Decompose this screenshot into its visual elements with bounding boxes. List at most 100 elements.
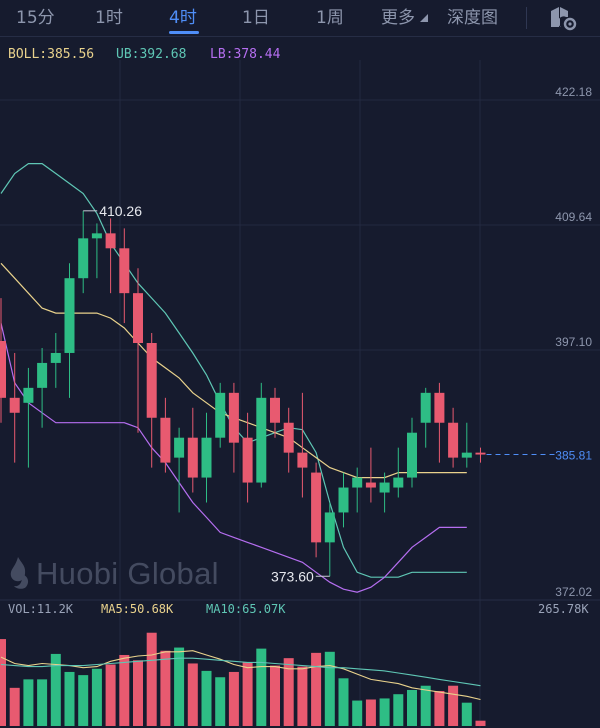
candle-body <box>91 233 102 239</box>
volume-bar <box>174 647 185 726</box>
candle-body <box>461 452 472 458</box>
candle-body <box>133 293 143 343</box>
volume-bar <box>365 699 376 726</box>
volume-bar <box>215 677 226 726</box>
tab-more-label: 更多 <box>381 8 415 28</box>
volume-bar <box>434 691 445 726</box>
active-tab-indicator <box>169 31 199 34</box>
volume-bar <box>91 668 102 726</box>
volume-max-label: 265.78K <box>538 602 589 616</box>
volume-bar <box>105 664 116 726</box>
timeframe-tabbar: 15分 1时 4时 1日 1周 更多 深度图 <box>0 0 600 37</box>
tab-1week[interactable]: 1周 <box>316 8 344 28</box>
volume-bar <box>146 632 157 726</box>
candle-body <box>365 482 376 488</box>
watermark-huobi-global: Huobi Global <box>36 556 219 591</box>
volume-bar <box>160 650 171 726</box>
volume-bar <box>448 685 459 726</box>
volume-bar <box>119 654 130 726</box>
volume-bar <box>256 648 267 726</box>
volume-bar <box>420 685 431 726</box>
candlestick-chart[interactable]: 422.18 409.64 397.10 372.02 385.81 410.26 373.… <box>0 36 600 728</box>
volume-bar <box>461 702 472 726</box>
volume-bar <box>0 639 6 726</box>
candle-body <box>256 397 267 483</box>
volume-bar <box>37 679 48 726</box>
volume-ma5-value: MA5:50.68K <box>101 602 174 616</box>
candle-body <box>119 248 130 294</box>
boll-value: BOLL:385.56 <box>8 47 95 62</box>
volume-bar <box>242 662 253 726</box>
candle-body <box>0 341 6 398</box>
volume-bar <box>352 700 363 726</box>
volume-value: VOL:11.2K <box>8 602 74 616</box>
current-price-label: 385.81 <box>555 449 592 463</box>
volume-ma10-line <box>0 657 481 687</box>
lower-band-value: LB:378.44 <box>210 47 281 62</box>
high-price-label: 410.26 <box>99 203 142 219</box>
candle-body <box>324 512 335 543</box>
tab-1day[interactable]: 1日 <box>242 8 270 28</box>
tab-more[interactable]: 更多 <box>381 6 429 30</box>
tab-4hour[interactable]: 4时 <box>169 8 197 28</box>
volume-bar <box>78 675 89 726</box>
candle-body <box>407 432 417 478</box>
candle-body <box>379 482 390 493</box>
volume-bar <box>201 670 212 726</box>
chart-settings-icon[interactable] <box>549 5 579 31</box>
bollinger-upper-band <box>0 162 467 578</box>
candle-body <box>311 472 322 543</box>
volume-bar <box>338 678 349 726</box>
huobi-logo-icon <box>10 557 29 589</box>
candle-body <box>475 452 486 455</box>
tab-15min[interactable]: 15分 <box>16 8 55 28</box>
volume-bar <box>393 694 404 726</box>
candle-body <box>174 437 185 458</box>
candle-body <box>201 437 212 478</box>
candle-body <box>270 397 280 423</box>
candle-body <box>434 392 445 423</box>
volume-bar <box>283 658 294 726</box>
tab-1hour[interactable]: 1时 <box>95 8 123 28</box>
volume-bar <box>475 720 486 726</box>
candle-body <box>160 417 171 463</box>
candle-body <box>352 477 363 488</box>
volume-ma5-line <box>0 650 481 701</box>
dropdown-triangle-icon <box>420 14 429 22</box>
volume-bar <box>133 660 143 726</box>
volume-ma10-value: MA10:65.07K <box>206 602 286 616</box>
tab-depth-chart[interactable]: 深度图 <box>447 8 498 28</box>
candle-body <box>393 477 404 488</box>
volume-bar <box>407 689 417 726</box>
candle-body <box>78 238 89 279</box>
candle-body <box>187 437 198 478</box>
price-axis-label: 409.64 <box>555 210 592 224</box>
candle-body <box>64 278 75 353</box>
candle-body <box>9 397 20 413</box>
bollinger-lower-band <box>0 322 467 593</box>
price-axis-label: 372.02 <box>555 585 592 599</box>
volume-bar <box>270 665 280 726</box>
price-axis-label: 397.10 <box>555 335 592 349</box>
volume-bar <box>297 666 308 726</box>
candle-body <box>105 233 116 249</box>
candle-body <box>37 362 48 388</box>
low-price-label: 373.60 <box>271 568 314 584</box>
volume-bar <box>228 671 239 726</box>
candle-body <box>283 422 294 453</box>
candle-body <box>338 487 349 513</box>
candle-body <box>23 387 34 403</box>
volume-bar <box>23 679 34 726</box>
volume-bar <box>379 698 390 726</box>
candle-body <box>448 422 459 458</box>
volume-bar <box>324 651 335 726</box>
volume-bar <box>187 663 198 726</box>
candle-body <box>242 437 253 483</box>
candle-body <box>50 352 61 363</box>
upper-band-value: UB:392.68 <box>116 47 187 62</box>
volume-bar <box>64 671 75 726</box>
candle-body <box>146 342 157 418</box>
price-axis-label: 422.18 <box>555 85 592 99</box>
candle-body <box>420 392 431 423</box>
volume-bar <box>311 652 322 726</box>
